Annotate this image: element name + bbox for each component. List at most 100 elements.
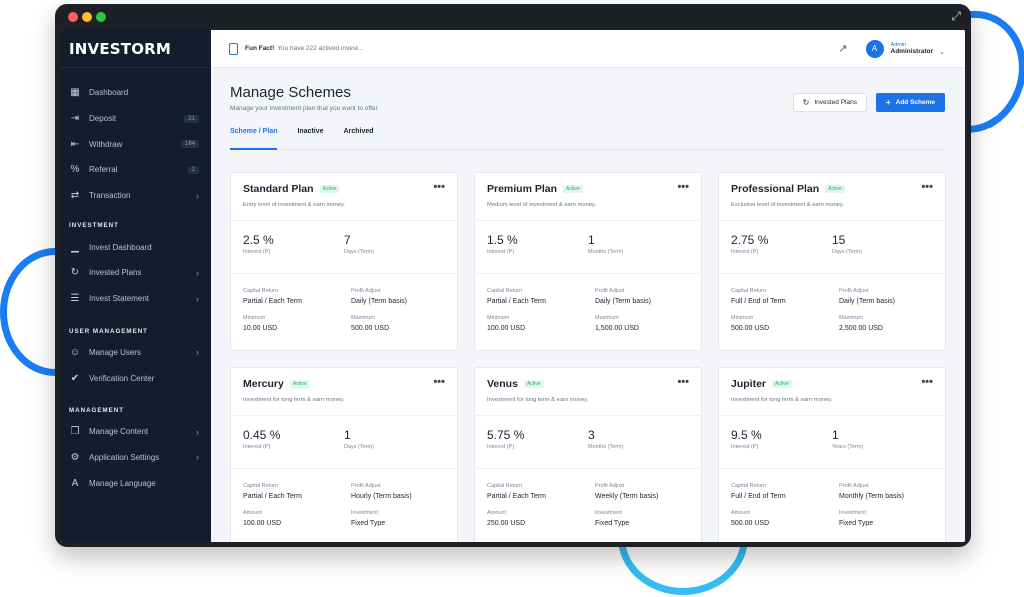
- more-options-icon[interactable]: •••: [677, 376, 689, 388]
- sidebar-item-invested-plans[interactable]: ↻ Invested Plans ›: [61, 260, 211, 286]
- add-scheme-button[interactable]: + Add Scheme: [875, 93, 945, 112]
- detail-label: Profit Adjust: [839, 483, 869, 489]
- sidebar-item-label: Deposit: [89, 114, 117, 124]
- detail-value: Partial / Each Term: [487, 493, 547, 500]
- window-minimize-dot[interactable]: [82, 12, 92, 22]
- page-actions: ↻ Invested Plans + Add Scheme: [792, 93, 945, 112]
- more-options-icon[interactable]: •••: [433, 181, 445, 193]
- percent-icon: %: [70, 164, 80, 176]
- detail-label: Minimum: [731, 315, 754, 321]
- sidebar-item-application-settings[interactable]: ⚙ Application Settings ›: [61, 445, 211, 471]
- sidebar-section-title: MANAGEMENT: [69, 406, 125, 414]
- plan-details: Capital Return Partial / Each Term Profit …: [475, 274, 701, 332]
- interest-rate: 1.5 %: [487, 233, 518, 247]
- term-label: Years (Term): [832, 444, 864, 450]
- more-options-icon[interactable]: •••: [677, 181, 689, 193]
- plan-name: Premium Plan: [487, 183, 558, 195]
- term-label: Months (Term): [588, 249, 624, 255]
- plan-name: Mercury: [243, 378, 284, 390]
- term-value: 3: [588, 428, 595, 442]
- sidebar-item-withdraw[interactable]: ⇤ Withdraw 164: [61, 131, 211, 157]
- detail-value: 500.00 USD: [731, 325, 770, 332]
- detail-label: Capital Return: [487, 483, 523, 489]
- sidebar-item-label: Referral: [89, 165, 118, 175]
- app-logo[interactable]: INVESTORM: [61, 30, 211, 68]
- count-badge: 1: [187, 165, 199, 174]
- detail-label: Profit Adjust: [351, 483, 381, 489]
- term-label: Months (Term): [588, 444, 624, 450]
- status-badge: Active: [319, 185, 340, 193]
- detail-value: 100.00 USD: [487, 325, 526, 332]
- sidebar-item-manage-content[interactable]: ❐ Manage Content ›: [61, 419, 211, 445]
- scheme-tabs: Scheme / Plan Inactive Archived: [230, 128, 945, 150]
- plan-detail: Investment Fixed Type: [595, 510, 703, 527]
- invested-plans-button[interactable]: ↻ Invested Plans: [792, 93, 867, 112]
- detail-label: Minimum: [243, 315, 266, 321]
- detail-value: Weekly (Term basis): [595, 493, 659, 500]
- status-badge: Active: [289, 380, 310, 388]
- sidebar-item-label: Manage Users: [89, 347, 142, 357]
- plan-card-header: Venus Active ••• Investment for long term &…: [475, 368, 701, 416]
- fun-fact-text[interactable]: You have 222 actived invest...: [277, 45, 364, 52]
- main-area: Fun Fact! You have 222 actived invest...…: [211, 30, 965, 542]
- detail-value: 500.00 USD: [731, 520, 770, 527]
- sidebar-item-deposit[interactable]: ⇥ Deposit 21: [61, 106, 211, 132]
- user-role: Admin: [890, 41, 907, 48]
- plan-detail: Profit Adjust Daily (Term basis): [351, 288, 459, 305]
- plan-detail: Profit Adjust Monthly (Term basis): [839, 483, 947, 500]
- status-badge: Active: [563, 185, 583, 193]
- sidebar-item-manage-users[interactable]: ☺ Manage Users ›: [61, 340, 211, 366]
- plan-title-row: Premium Plan Active: [487, 183, 689, 195]
- detail-value: Daily (Term basis): [839, 298, 896, 305]
- plus-icon: +: [885, 98, 891, 107]
- plan-description: Entry level of investment & earn money.: [243, 202, 346, 208]
- term-value: 1: [832, 428, 839, 442]
- plan-title-row: Jupiter Active: [731, 378, 933, 390]
- more-options-icon[interactable]: •••: [921, 376, 933, 388]
- detail-value: Partial / Each Term: [243, 298, 303, 305]
- deposit-icon: ⇥: [70, 113, 80, 125]
- sidebar-item-label: Manage Language: [89, 478, 156, 488]
- term-stat: 1 Years (Term): [832, 428, 933, 468]
- interest-rate: 9.5 %: [731, 428, 762, 442]
- tab-archived[interactable]: Archived: [343, 128, 374, 135]
- window-close-dot[interactable]: [68, 12, 78, 22]
- detail-label: Maximum: [595, 315, 619, 321]
- more-options-icon[interactable]: •••: [921, 181, 933, 193]
- chevron-right-icon: ›: [196, 452, 199, 463]
- term-stat: 15 Days (Term): [832, 233, 933, 273]
- fun-fact-label: Fun Fact!: [245, 45, 275, 52]
- external-link-icon[interactable]: ↗: [838, 43, 848, 55]
- plan-name: Professional Plan: [731, 183, 820, 195]
- user-menu[interactable]: Admin Administrator ⌄: [891, 42, 946, 56]
- window-maximize-dot[interactable]: [96, 12, 106, 22]
- detail-label: Minimum: [487, 315, 510, 321]
- plan-detail: Amount 250.00 USD: [487, 510, 595, 527]
- sidebar-item-invest-dashboard[interactable]: ▁ Invest Dashboard: [61, 234, 211, 260]
- more-options-icon[interactable]: •••: [433, 376, 445, 388]
- expand-icon[interactable]: ⤢: [951, 9, 961, 23]
- sidebar-item-transaction[interactable]: ⇄ Transaction ›: [61, 183, 211, 209]
- plan-title-row: Mercury Active: [243, 378, 445, 390]
- status-badge: Active: [772, 380, 792, 388]
- interest-label: Interest (P): [243, 249, 271, 255]
- plan-details: Capital Return Partial / Each Term Profit …: [475, 469, 701, 527]
- sidebar-item-manage-language[interactable]: A Manage Language: [61, 470, 211, 496]
- plan-detail: Amount 500.00 USD: [731, 510, 839, 527]
- sidebar-item-dashboard[interactable]: ▦ Dashboard: [61, 80, 211, 106]
- page-title: Manage Schemes: [230, 84, 351, 101]
- tab-scheme-plan[interactable]: Scheme / Plan: [230, 128, 278, 150]
- users-icon: ☺: [69, 346, 81, 358]
- phone-icon: [229, 42, 238, 55]
- plan-detail: Minimum 100.00 USD: [487, 315, 595, 332]
- plan-detail: Capital Return Partial / Each Term: [487, 483, 595, 500]
- plan-title-row: Standard Plan Active: [243, 183, 445, 195]
- plan-title-row: Venus Active: [487, 378, 689, 390]
- sidebar-item-referral[interactable]: % Referral 1: [61, 157, 211, 183]
- detail-label: Maximum: [351, 315, 375, 321]
- avatar[interactable]: A: [865, 39, 884, 58]
- sidebar-item-verification-center[interactable]: ✔ Verification Center: [61, 365, 211, 391]
- plan-detail: Amount 100.00 USD: [243, 510, 351, 527]
- sidebar-item-invest-statement[interactable]: ☰ Invest Statement ›: [61, 286, 211, 312]
- tab-inactive[interactable]: Inactive: [297, 128, 324, 135]
